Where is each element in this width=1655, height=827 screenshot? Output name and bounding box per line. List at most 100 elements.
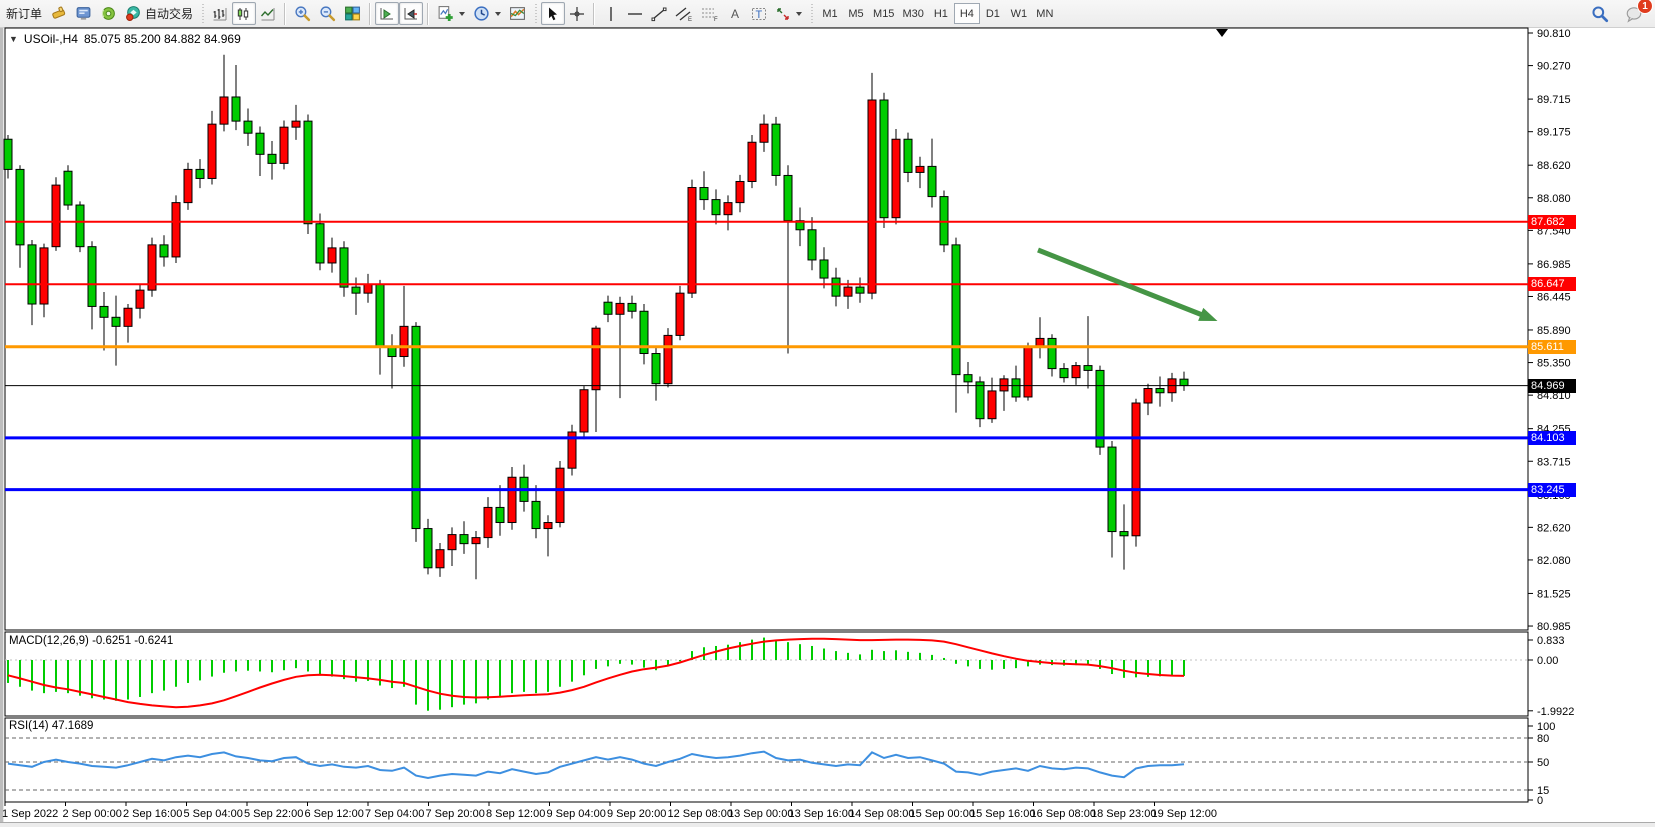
vertical-line-button[interactable] xyxy=(599,2,623,25)
candle-down xyxy=(159,244,169,258)
timeframe-mn-button[interactable]: MN xyxy=(1032,3,1058,24)
rsi-pane[interactable] xyxy=(4,717,1529,803)
timeframe-m1-button[interactable]: M1 xyxy=(817,3,843,24)
trend-arrow-head xyxy=(1198,307,1218,321)
new-order-button[interactable]: 新订单 xyxy=(2,2,46,25)
candlestick-chart-button[interactable] xyxy=(232,2,257,25)
arrows-button[interactable] xyxy=(771,2,806,25)
toolbar-separator xyxy=(593,2,596,25)
trendline-button[interactable] xyxy=(647,2,671,25)
bar-chart-button[interactable] xyxy=(208,2,232,25)
news-button[interactable] xyxy=(96,2,121,25)
candle-down xyxy=(603,301,613,315)
time-axis-label: 13 Sep 16:00 xyxy=(788,808,854,820)
svg-text:A: A xyxy=(731,7,739,21)
price-level-tag-84.969: 84.969 xyxy=(1528,378,1576,393)
search-button[interactable] xyxy=(1587,2,1613,25)
channel-button[interactable]: E xyxy=(671,2,697,25)
timeframe-m15-button[interactable]: M15 xyxy=(869,3,898,24)
time-axis-label: 2 Sep 16:00 xyxy=(123,808,183,820)
horizontal-line-button[interactable] xyxy=(623,2,647,25)
candle-down xyxy=(255,132,265,155)
templates-icon xyxy=(510,7,525,20)
candle-down xyxy=(75,204,85,248)
indicator-list-expand-icon[interactable]: ▼ xyxy=(9,34,18,44)
auto-scroll-icon xyxy=(380,7,394,19)
candle-up xyxy=(39,247,49,305)
chart-shift-marker-icon[interactable] xyxy=(1216,29,1228,37)
auto-scroll-button[interactable] xyxy=(375,2,400,25)
cursor-icon xyxy=(549,7,558,20)
candle-down xyxy=(99,305,109,318)
notifications-button[interactable]: 1 xyxy=(1621,0,1653,25)
rsi-tick-label: 80 xyxy=(1537,733,1549,745)
text-button[interactable]: A xyxy=(723,2,747,25)
candle-down xyxy=(3,138,13,170)
time-axis-label: 7 Sep 20:00 xyxy=(425,808,485,820)
text-label-button[interactable]: T xyxy=(747,2,771,25)
rsi-tick-label: 0 xyxy=(1537,795,1543,807)
candle-up xyxy=(279,126,289,164)
rsi-line xyxy=(7,750,1185,780)
line-chart-button[interactable] xyxy=(256,2,280,25)
zoom-out-button[interactable] xyxy=(315,2,340,25)
timeframe-m5-button[interactable]: M5 xyxy=(843,3,869,24)
timeframe-h1-button[interactable]: H1 xyxy=(928,3,954,24)
candle-up xyxy=(675,292,685,336)
autotrade-button[interactable]: 自动交易 xyxy=(121,2,197,25)
text-icon: A xyxy=(731,7,739,21)
time-axis-label: 15 Sep 16:00 xyxy=(970,808,1036,820)
periods-button[interactable] xyxy=(469,2,505,25)
tile-windows-button[interactable] xyxy=(340,2,365,25)
cursor-button[interactable] xyxy=(541,2,566,25)
time-axis-label: 7 Sep 04:00 xyxy=(365,808,425,820)
timeframe-d1-button[interactable]: D1 xyxy=(980,3,1006,24)
price-tick-label: 88.620 xyxy=(1537,160,1571,172)
candle-down xyxy=(387,346,397,358)
candle-down xyxy=(1095,369,1105,448)
candle-up xyxy=(183,168,193,204)
candle-down xyxy=(963,374,973,383)
candle-down xyxy=(531,500,541,530)
macd-signal-line xyxy=(7,637,1185,709)
timeframe-h4-button[interactable]: H4 xyxy=(953,3,980,24)
candle-up xyxy=(915,165,925,173)
fibonacci-button[interactable]: F xyxy=(697,2,723,25)
candle-down xyxy=(315,223,325,264)
candle-down xyxy=(1011,378,1021,398)
toolbar-grip xyxy=(200,3,206,24)
macd-pane[interactable] xyxy=(4,631,1529,717)
zoom-in-button[interactable] xyxy=(290,2,315,25)
rsi-tick-label: 15 xyxy=(1537,785,1549,797)
candle-up xyxy=(51,184,61,248)
candle-up xyxy=(207,123,217,179)
time-axis-label: 9 Sep 04:00 xyxy=(546,808,606,820)
trend-arrow-line[interactable] xyxy=(1037,247,1211,321)
candle-up xyxy=(543,522,553,530)
candle-down xyxy=(951,244,961,376)
candle-up xyxy=(147,244,157,291)
candle-down xyxy=(1083,365,1093,371)
candle-up xyxy=(591,327,601,391)
zoom-in-icon xyxy=(295,6,311,22)
macd-tick-label: -1.9922 xyxy=(1537,706,1574,718)
chart-ohlc-values: 85.075 85.200 84.882 84.969 xyxy=(83,32,241,46)
candle-down xyxy=(27,244,37,305)
crosshair-button[interactable] xyxy=(565,2,589,25)
timeframe-m30-button[interactable]: M30 xyxy=(898,3,927,24)
chart-symbol-period: USOil-,H4 xyxy=(23,32,78,46)
candle-down xyxy=(195,168,205,179)
price-level-tag-84.103: 84.103 xyxy=(1528,430,1576,445)
candle-down xyxy=(15,168,25,246)
news-icon xyxy=(101,7,115,20)
rsi-tick-label: 50 xyxy=(1537,757,1549,769)
layouts-button[interactable] xyxy=(46,2,71,25)
price-tick-label: 89.175 xyxy=(1537,127,1571,139)
chart-shift-button[interactable] xyxy=(399,2,424,25)
timeframe-w1-button[interactable]: W1 xyxy=(1006,3,1032,24)
indicators-button[interactable] xyxy=(433,2,469,25)
candle-up xyxy=(327,247,337,264)
templates-button[interactable] xyxy=(505,2,530,25)
terminal-button[interactable] xyxy=(71,2,96,25)
